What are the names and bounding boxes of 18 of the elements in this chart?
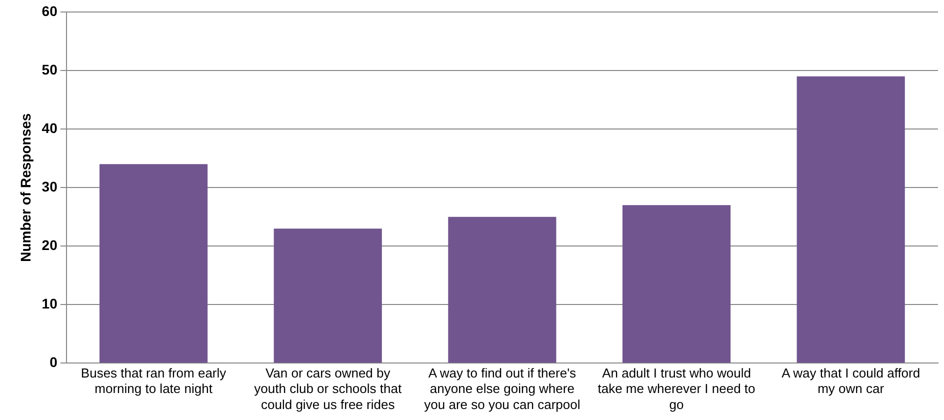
y-tick-label: 10 — [42, 296, 58, 312]
bar — [99, 164, 208, 363]
y-tick-label: 50 — [42, 61, 58, 78]
bar — [622, 205, 731, 363]
bar — [274, 228, 382, 363]
x-tick-label: Buses that ran from early morning to late night — [80, 366, 227, 396]
x-tick-label: A way that I could afford my own car — [782, 366, 920, 396]
y-tick-label: 0 — [50, 354, 58, 370]
y-axis-title: Number of Responses — [17, 113, 34, 262]
bar — [796, 76, 905, 363]
y-tick-label: 20 — [42, 236, 58, 253]
y-tick-label: 30 — [42, 178, 58, 194]
bar — [448, 216, 556, 363]
y-tick-label: 40 — [42, 120, 58, 136]
x-tick-label: An adult I trust who would take me wherever I need to go — [598, 366, 756, 412]
x-tick-label: A way to find out if there's anyone else going where you are so you can carpool — [424, 366, 580, 412]
y-tick-label: 60 — [42, 2, 58, 19]
x-tick-label: Van or cars owned by youth club or schools that could give us free rides — [254, 366, 402, 412]
